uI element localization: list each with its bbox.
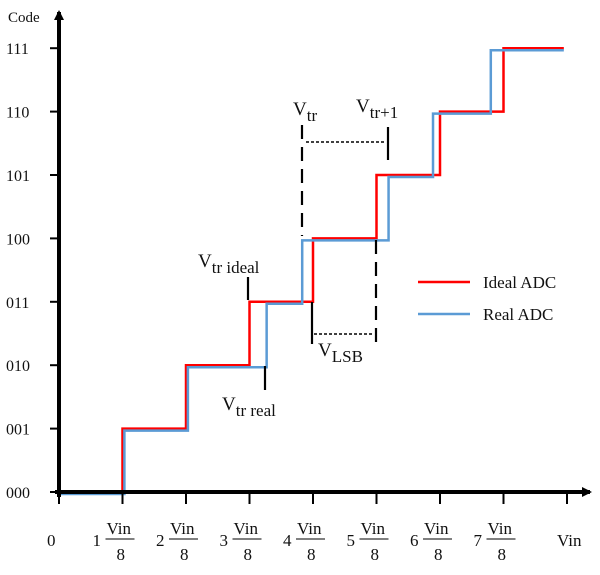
legend-label-ideal: Ideal ADC	[483, 273, 556, 292]
series-ideal-line	[59, 46, 564, 494]
svg-text:8: 8	[117, 545, 126, 564]
vlsb-label: VLSB	[318, 340, 363, 366]
vtr-ideal-label: Vtr ideal	[198, 251, 260, 277]
vtr-label: Vtr	[293, 99, 317, 125]
svg-text:Vin: Vin	[488, 519, 513, 538]
svg-text:6: 6	[410, 531, 419, 550]
legend-label-real: Real ADC	[483, 305, 553, 324]
svg-text:5: 5	[347, 531, 356, 550]
svg-text:0: 0	[47, 531, 56, 550]
x-tick-label: 0	[47, 531, 56, 550]
y-tick-label: 110	[6, 105, 29, 122]
svg-text:Vin: Vin	[107, 519, 132, 538]
y-axis-label: Code	[8, 10, 40, 26]
svg-text:3: 3	[220, 531, 229, 550]
svg-text:Vin: Vin	[234, 519, 259, 538]
y-tick-label: 001	[6, 422, 30, 439]
legend: Ideal ADC Real ADC	[418, 273, 556, 324]
y-tick-label: 000	[6, 485, 30, 502]
y-tick-label: 111	[6, 41, 29, 58]
x-tick-label: 3 Vin 8	[220, 519, 262, 564]
svg-text:8: 8	[371, 545, 380, 564]
svg-text:8: 8	[180, 545, 189, 564]
svg-text:4: 4	[283, 531, 292, 550]
y-tick-label: 010	[6, 358, 30, 375]
svg-text:1: 1	[93, 531, 102, 550]
x-tick-label: 5 Vin 8	[347, 519, 389, 564]
svg-text:8: 8	[244, 545, 253, 564]
y-tick-label: 011	[6, 295, 29, 312]
x-tick-label: 2 Vin 8	[156, 519, 198, 564]
svg-text:Vin: Vin	[424, 519, 449, 538]
series-real-line	[59, 48, 564, 496]
svg-text:2: 2	[156, 531, 165, 550]
svg-text:Vin: Vin	[361, 519, 386, 538]
vtr-real-label: Vtr real	[222, 394, 276, 420]
svg-text:8: 8	[498, 545, 507, 564]
svg-text:7: 7	[474, 531, 483, 550]
svg-text:Vin: Vin	[170, 519, 195, 538]
x-tick-label: 6 Vin 8	[410, 519, 452, 564]
svg-text:Vin: Vin	[297, 519, 322, 538]
svg-text:Vin: Vin	[557, 531, 582, 550]
x-tick-label: Vin	[557, 531, 582, 550]
vtr1-label: Vtr+1	[356, 96, 398, 122]
svg-text:8: 8	[434, 545, 443, 564]
x-tick-label: 1 Vin 8	[93, 519, 135, 564]
svg-text:8: 8	[307, 545, 316, 564]
x-tick-label: 4 Vin 8	[283, 519, 325, 564]
x-tick-label: 7 Vin 8	[474, 519, 516, 564]
y-tick-label: 100	[6, 231, 30, 248]
y-tick-label: 101	[6, 168, 30, 185]
